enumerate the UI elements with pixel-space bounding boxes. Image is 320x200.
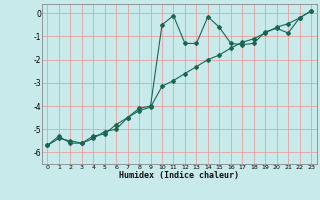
X-axis label: Humidex (Indice chaleur): Humidex (Indice chaleur) [119, 171, 239, 180]
